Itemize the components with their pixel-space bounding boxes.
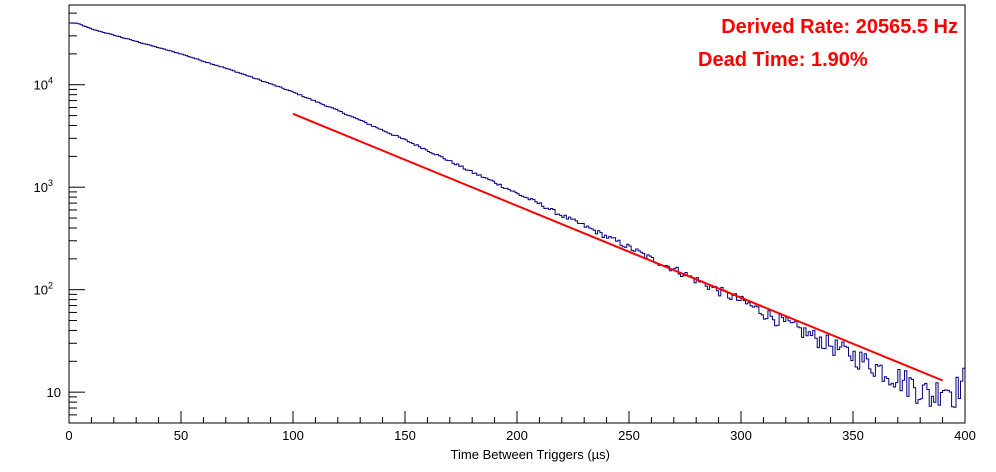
x-tick-label: 150	[394, 428, 416, 443]
y-tick-label: 103	[34, 178, 53, 195]
histogram-series	[69, 22, 965, 408]
x-tick-label: 250	[618, 428, 640, 443]
x-axis: 0 50 100 150 200 250 300 350 400	[65, 411, 976, 443]
y-axis: 10 102 103 104	[34, 4, 85, 424]
derived-rate-annotation: Derived Rate: 20565.5 Hz	[721, 16, 958, 38]
y-tick-label: 10	[47, 385, 61, 400]
dead-time-annotation: Dead Time: 1.90%	[698, 49, 868, 71]
x-tick-label: 200	[506, 428, 528, 443]
x-tick-label: 0	[65, 428, 72, 443]
x-axis-title: Time Between Triggers (µs)	[451, 447, 610, 462]
x-tick-label: 350	[842, 428, 864, 443]
y-tick-label: 102	[34, 281, 53, 298]
fit-line	[292, 112, 943, 382]
x-tick-label: 300	[730, 428, 752, 443]
x-tick-label: 50	[174, 428, 188, 443]
x-tick-label: 100	[282, 428, 304, 443]
y-tick-label: 104	[34, 76, 53, 93]
x-tick-label: 400	[954, 428, 976, 443]
series-layer	[69, 22, 965, 408]
